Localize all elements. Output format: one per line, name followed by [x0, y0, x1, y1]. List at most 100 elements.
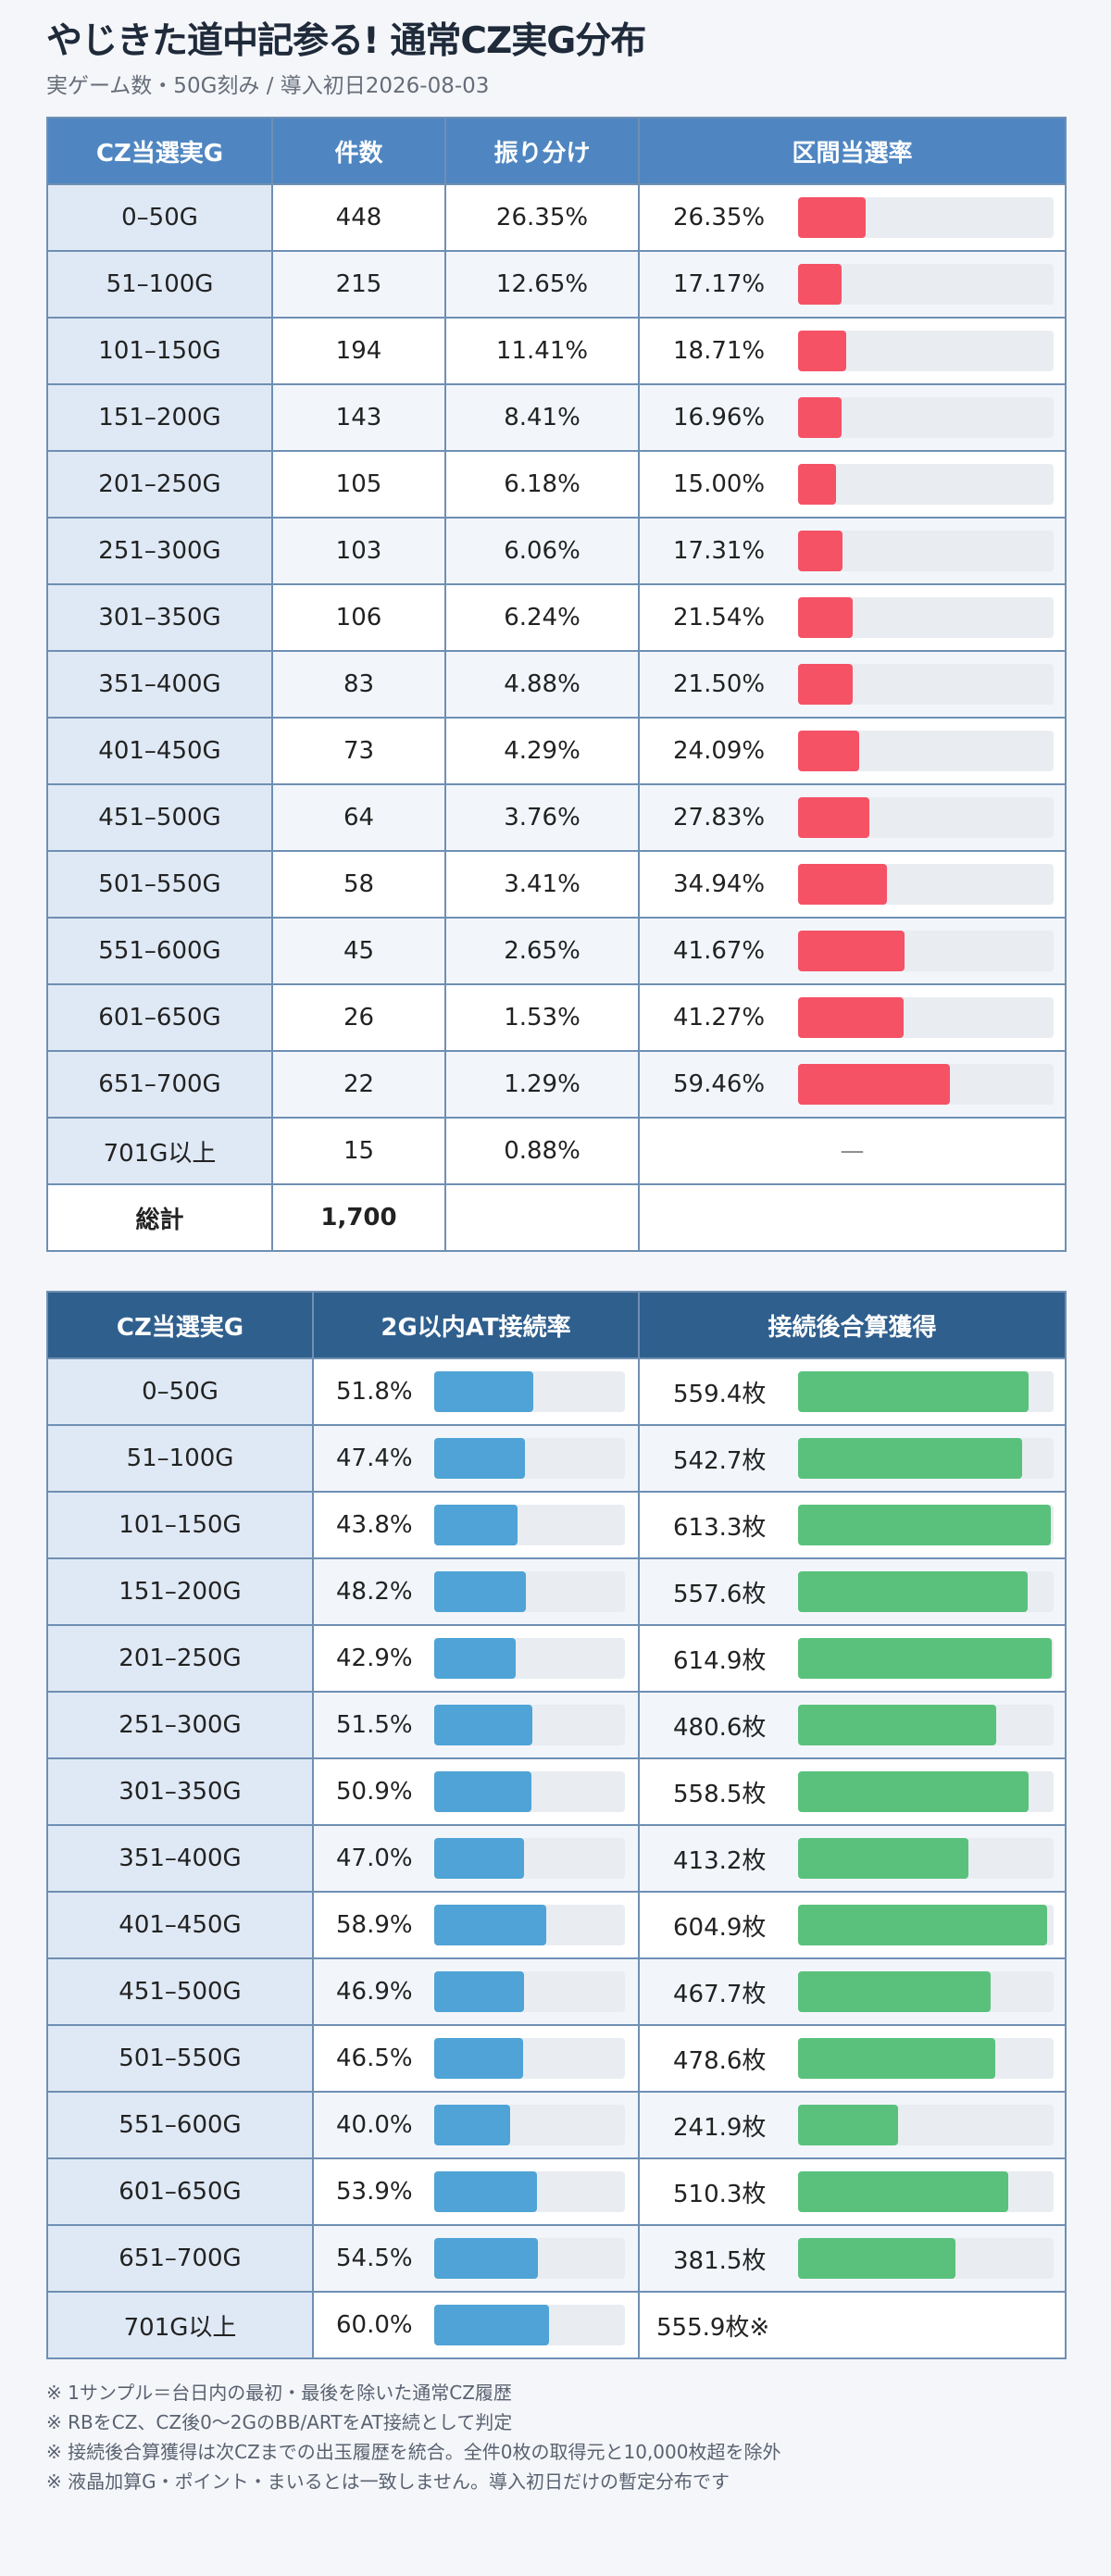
share-cell: 3.76%	[444, 783, 640, 852]
rate-cell-value: 21.50%	[673, 670, 766, 698]
at-cell-value: 46.5%	[336, 2045, 413, 2072]
coins-cell-value: 542.7枚	[673, 1446, 767, 1475]
rate-cell-value: 34.94%	[673, 870, 766, 898]
share-cell: 1.29%	[444, 1050, 640, 1119]
at-cell-track	[434, 1838, 625, 1879]
rate-cell-value: 17.17%	[673, 270, 766, 298]
coins-cell-track	[798, 2171, 1054, 2212]
coins-cell: 381.5枚	[638, 2224, 1067, 2293]
coins-cell: 542.7枚	[638, 1424, 1067, 1493]
share-cell: 4.88%	[444, 650, 640, 719]
table-row: 401–450G 58.9% 604.9枚	[46, 1891, 1067, 1959]
at-cell: 58.9%	[312, 1891, 640, 1959]
rate-cell-value: 21.54%	[673, 604, 766, 631]
total-label: 総計	[46, 1183, 273, 1252]
footnotes: ※ 1サンプル＝台日内の最初・最後を除いた通常CZ履歴 ※ RBをCZ、CZ後0…	[46, 2378, 1065, 2496]
coins-cell: 241.9枚	[638, 2091, 1067, 2159]
share-cell: 0.88%	[444, 1117, 640, 1185]
rate-cell: 21.50%	[638, 650, 1067, 719]
coins-cell-value: 558.5枚	[673, 1780, 767, 1808]
rate-cell-track	[798, 464, 1054, 505]
at-cell-bar	[434, 2038, 523, 2079]
coins-cell-bar	[798, 2171, 1009, 2212]
at-cell-track	[434, 1771, 625, 1812]
at-cell-value: 47.0%	[336, 1844, 413, 1872]
coins-cell-value: 478.6枚	[673, 2046, 767, 2075]
coins-cell-track	[798, 1971, 1054, 2012]
at-cell-track	[434, 2238, 625, 2279]
range-cell: 101–150G	[46, 317, 273, 385]
rate-cell-track	[798, 864, 1054, 905]
rate-cell-bar	[798, 264, 843, 305]
count-cell: 106	[271, 583, 446, 652]
coins-cell-track	[798, 1438, 1054, 1479]
range-cell: 601–650G	[46, 2157, 314, 2226]
at-cell-bar	[434, 1505, 518, 1545]
at-cell-track	[434, 1438, 625, 1479]
at-cell-track	[434, 2038, 625, 2079]
coins-cell-track	[798, 2038, 1054, 2079]
count-cell: 64	[271, 783, 446, 852]
at-cell-bar	[434, 2305, 549, 2345]
footnote: ※ 1サンプル＝台日内の最初・最後を除いた通常CZ履歴	[46, 2382, 512, 2404]
rate-cell: 41.27%	[638, 983, 1067, 1052]
coins-cell: 467.7枚	[638, 1957, 1067, 2026]
at-cell-bar	[434, 1371, 533, 1412]
at-cell: 54.5%	[312, 2224, 640, 2293]
table-row: 501–550G 46.5% 478.6枚	[46, 2024, 1067, 2093]
coins-cell-bar	[798, 1505, 1052, 1545]
range-cell: 401–450G	[46, 1891, 314, 1959]
share-cell: 12.65%	[444, 250, 640, 319]
header-count: 件数	[271, 117, 446, 185]
at-cell: 46.5%	[312, 2024, 640, 2093]
coins-cell-track	[798, 1905, 1054, 1945]
range-cell: 451–500G	[46, 1957, 314, 2026]
cz-distribution-table: CZ当選実G 件数 振り分け 区間当選率 0–50G 448 26.35% 26.35…	[46, 117, 1067, 1252]
at-cell: 43.8%	[312, 1491, 640, 1559]
coins-cell-track	[798, 2105, 1054, 2145]
total-row: 総計 1,700	[46, 1183, 1067, 1252]
rate-cell-bar	[798, 864, 888, 905]
at-cell-bar	[434, 1705, 533, 1745]
coins-cell: 555.9枚※	[638, 2291, 1067, 2359]
at-cell: 53.9%	[312, 2157, 640, 2226]
share-cell: 11.41%	[444, 317, 640, 385]
at-connection-table: CZ当選実G 2G以内AT接続率 接続後合算獲得 0–50G 51.8% 559.4…	[46, 1291, 1067, 2359]
rate-cell-value: 41.67%	[673, 937, 766, 965]
count-cell: 103	[271, 517, 446, 585]
range-cell: 301–350G	[46, 583, 273, 652]
table-row: 301–350G 50.9% 558.5枚	[46, 1757, 1067, 1826]
page: やじきた道中記参る! 通常CZ実G分布 実ゲーム数・50G刻み / 導入初日20…	[46, 20, 1067, 2496]
count-cell: 73	[271, 717, 446, 785]
coins-cell-value: 557.6枚	[673, 1580, 767, 1608]
rate-cell-value: 27.83%	[673, 804, 766, 832]
table-row: 351–400G 83 4.88% 21.50%	[46, 650, 1067, 719]
table-row: 0–50G 448 26.35% 26.35%	[46, 183, 1067, 252]
coins-cell-track	[798, 1771, 1054, 1812]
rate-cell: 17.17%	[638, 250, 1067, 319]
coins-cell: 613.3枚	[638, 1491, 1067, 1559]
at-cell-value: 42.9%	[336, 1644, 413, 1672]
rate-cell-track	[798, 931, 1054, 971]
table-row: 201–250G 105 6.18% 15.00%	[46, 450, 1067, 519]
table-row: 651–700G 54.5% 381.5枚	[46, 2224, 1067, 2293]
at-cell-bar	[434, 1771, 531, 1812]
at-cell-bar	[434, 1438, 525, 1479]
rate-cell-value: 17.31%	[673, 537, 766, 565]
footnote: ※ 接続後合算獲得は次CZまでの出玉履歴を統合。全件0枚の取得元と10,000枚…	[46, 2441, 781, 2463]
rate-cell: 18.71%	[638, 317, 1067, 385]
at-cell: 60.0%	[312, 2291, 640, 2359]
rate-cell-bar	[798, 464, 837, 505]
rate-cell-value: 16.96%	[673, 404, 766, 431]
rate-cell-track	[798, 597, 1054, 638]
rate-cell-track	[798, 1064, 1054, 1105]
coins-cell: 558.5枚	[638, 1757, 1067, 1826]
header-rate: 区間当選率	[638, 117, 1067, 185]
range-cell: 551–600G	[46, 2091, 314, 2159]
header-coins: 接続後合算獲得	[638, 1291, 1067, 1359]
count-cell: 15	[271, 1117, 446, 1185]
at-cell-value: 47.4%	[336, 1444, 413, 1472]
at-cell-bar	[434, 1905, 547, 1945]
rate-cell: 16.96%	[638, 383, 1067, 452]
rate-cell-bar	[798, 531, 843, 571]
